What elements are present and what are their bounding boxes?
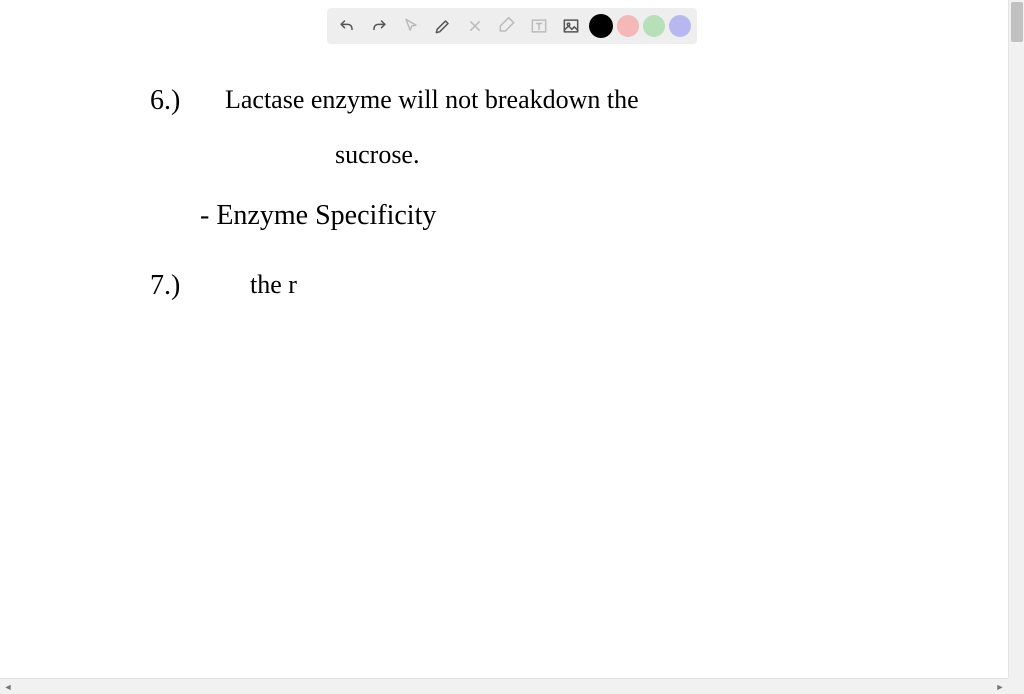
canvas-area: 6.) Lactase enzyme will not breakdown the… — [0, 0, 1008, 678]
pen-icon[interactable] — [429, 12, 457, 40]
redo-icon[interactable] — [365, 12, 393, 40]
scroll-left-arrow[interactable]: ◄ — [0, 679, 16, 694]
image-icon[interactable] — [557, 12, 585, 40]
vertical-scrollbar[interactable] — [1008, 0, 1024, 678]
handwriting-line: sucrose. — [335, 140, 419, 170]
pointer-icon[interactable] — [397, 12, 425, 40]
whiteboard-viewport: 6.) Lactase enzyme will not breakdown the… — [0, 0, 1024, 694]
vertical-scroll-thumb[interactable] — [1011, 2, 1023, 42]
undo-icon[interactable] — [333, 12, 361, 40]
color-green[interactable] — [643, 15, 665, 37]
color-black[interactable] — [589, 14, 613, 38]
eraser-icon[interactable] — [493, 12, 521, 40]
scroll-corner — [1008, 678, 1024, 694]
toolbar — [327, 8, 697, 44]
handwriting-line: Lactase enzyme will not breakdown the — [225, 85, 639, 115]
scroll-right-arrow[interactable]: ► — [992, 679, 1008, 694]
tools-icon[interactable] — [461, 12, 489, 40]
handwriting-line: the r — [250, 270, 297, 300]
handwriting-line: - Enzyme Specificity — [200, 200, 436, 232]
handwriting-line: 6.) — [150, 85, 180, 117]
horizontal-scrollbar[interactable]: ◄ ► — [0, 678, 1008, 694]
text-box-icon[interactable] — [525, 12, 553, 40]
horizontal-scroll-track[interactable] — [16, 679, 992, 694]
handwriting-line: 7.) — [150, 270, 180, 302]
color-pink[interactable] — [617, 15, 639, 37]
color-purple[interactable] — [669, 15, 691, 37]
